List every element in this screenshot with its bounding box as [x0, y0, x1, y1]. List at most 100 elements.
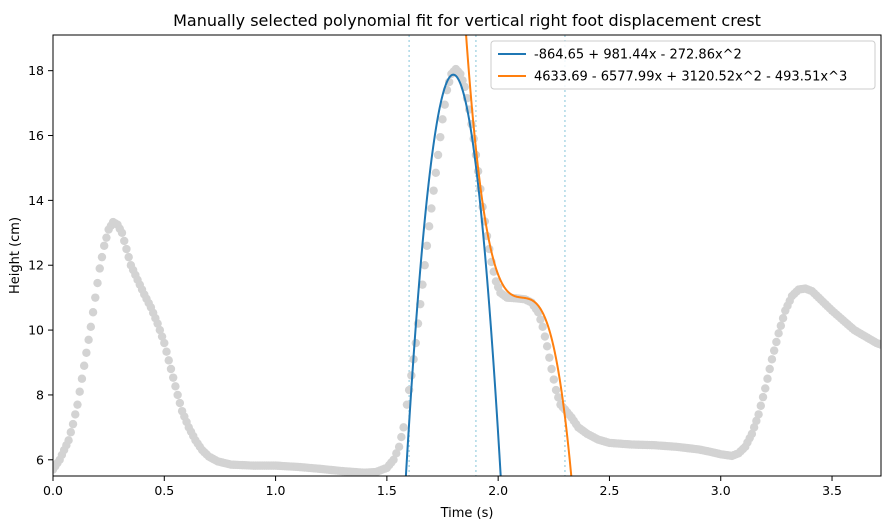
scatter-point: [422, 241, 432, 250]
scatter-point: [429, 186, 438, 195]
scatter-point: [761, 384, 770, 393]
scatter-point: [97, 252, 107, 262]
scatter-point: [411, 338, 421, 348]
plot-frame: [52, 34, 882, 477]
y-axis-label: Height (cm): [8, 217, 23, 294]
scatter-point: [774, 329, 783, 338]
scatter-point: [763, 374, 772, 383]
scatter-point: [79, 361, 89, 370]
scatter-point: [153, 319, 162, 328]
scatter-point: [420, 261, 429, 270]
scatter-point: [157, 332, 167, 341]
scatter-point: [536, 315, 545, 324]
fit-series: [404, 35, 573, 476]
scatter-point: [754, 410, 763, 419]
y-tick-label: 6: [36, 452, 44, 467]
scatter-point: [86, 322, 96, 332]
x-tick-label: 2.5: [600, 483, 620, 498]
scatter-point: [538, 322, 547, 332]
scatter-point: [778, 313, 788, 323]
scatter-point: [767, 355, 777, 364]
scatter-point: [166, 364, 176, 374]
scatter-point: [164, 356, 173, 365]
y-axis-ticks: 6 8 10 12 14 16 18: [28, 63, 53, 467]
scatter-point: [155, 325, 165, 335]
scatter-point: [765, 364, 774, 374]
scatter-point: [758, 392, 768, 402]
scatter-point: [772, 337, 781, 347]
scatter-point: [160, 338, 169, 348]
scatter-point: [91, 293, 100, 302]
scatter-point: [776, 321, 786, 330]
scatter-point: [88, 308, 98, 317]
scatter-point: [542, 342, 552, 351]
legend-label-series-1: -864.65 + 981.44x - 272.86x^2: [534, 48, 742, 63]
scatter-point: [769, 346, 779, 355]
scatter-point: [171, 382, 180, 391]
scatter-point: [433, 150, 443, 160]
legend-label-series-2: 4633.69 - 6577.99x + 3120.52x^2 - 493.51…: [534, 70, 847, 85]
plot-content: [53, 35, 881, 476]
scatter-point: [95, 264, 104, 273]
legend: -864.65 + 981.44x - 272.86x^2 4633.69 - …: [490, 40, 876, 90]
scatter-point: [82, 348, 91, 357]
scatter-point: [392, 449, 401, 458]
scatter-point: [456, 69, 465, 79]
y-tick-label: 14: [28, 193, 44, 208]
scatter-point: [540, 332, 550, 341]
x-axis-ticks: 0.0 0.5 1.0 1.5 2.0 2.5 3.0 3.5: [43, 476, 842, 498]
scatter-point: [120, 236, 129, 246]
scatter-point: [427, 204, 436, 213]
y-tick-label: 12: [28, 258, 44, 273]
scatter-point: [749, 423, 759, 432]
scatter-series: [53, 64, 881, 476]
scatter-point: [545, 353, 554, 362]
x-tick-label: 1.0: [266, 483, 286, 498]
scatter-point: [440, 100, 449, 109]
scatter-point: [162, 347, 171, 356]
y-tick-label: 16: [28, 128, 44, 143]
scatter-point: [389, 455, 398, 464]
scatter-point: [549, 375, 559, 384]
y-tick-label: 8: [36, 387, 44, 402]
fit-line-series-2: [465, 35, 573, 476]
scatter-point: [102, 233, 111, 242]
scatter-point: [68, 419, 78, 429]
x-axis-label: Time (s): [440, 506, 494, 521]
scatter-point: [394, 442, 404, 452]
scatter-point: [175, 398, 185, 408]
y-tick-label: 10: [28, 323, 44, 338]
scatter-point: [173, 390, 182, 400]
chart-title: Manually selected polynomial fit for ver…: [173, 11, 761, 30]
scatter-point: [66, 428, 76, 437]
scatter-point: [438, 115, 447, 124]
scatter-point: [397, 432, 406, 442]
scatter-point: [424, 222, 434, 231]
vertical-guide-lines: [408, 35, 566, 476]
scatter-point: [431, 168, 441, 178]
scatter-point: [551, 385, 561, 395]
scatter-point: [876, 340, 881, 349]
x-tick-label: 0.0: [43, 483, 63, 498]
scatter-point: [756, 401, 766, 410]
scatter-point: [747, 429, 757, 439]
scatter-point: [71, 410, 80, 419]
scatter-point: [418, 280, 427, 289]
scatter-point: [64, 436, 73, 445]
x-tick-label: 1.5: [377, 483, 397, 498]
scatter-point: [73, 400, 82, 409]
scatter-point: [122, 244, 131, 254]
scatter-point: [752, 416, 761, 426]
scatter-point: [117, 228, 127, 238]
y-tick-label: 18: [28, 63, 44, 78]
legend-box: [490, 40, 876, 90]
scatter-point: [84, 335, 93, 345]
scatter-point: [93, 278, 102, 288]
scatter-point: [402, 400, 412, 409]
scatter-point: [124, 252, 133, 262]
fit-line-series-1: [404, 73, 502, 476]
x-tick-label: 0.5: [154, 483, 174, 498]
scatter-point: [75, 387, 84, 396]
scatter-point: [99, 241, 109, 250]
